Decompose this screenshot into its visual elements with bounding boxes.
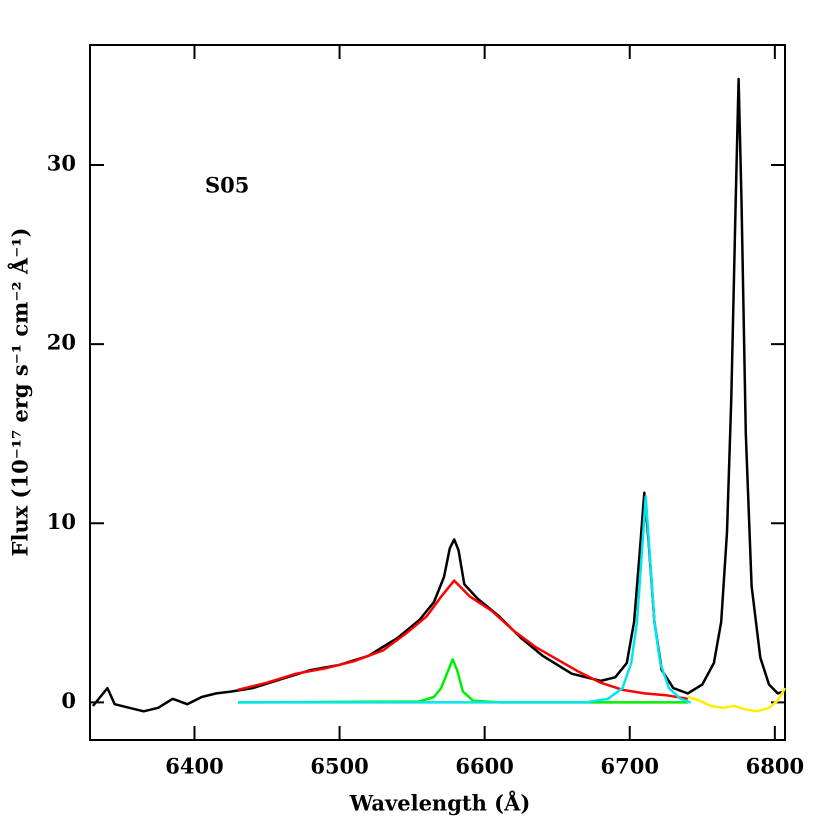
plot-frame bbox=[89, 44, 786, 741]
spectrum-line bbox=[91, 77, 784, 713]
spectrum-line bbox=[237, 658, 688, 704]
x-tick-label: 6800 bbox=[746, 754, 804, 779]
y-axis-label: Flux (10⁻¹⁷ erg s⁻¹ cm⁻² Å⁻¹) bbox=[8, 228, 33, 557]
x-tick-label: 6600 bbox=[455, 754, 513, 779]
spectrum-line bbox=[687, 687, 787, 713]
y-tick-label: 30 bbox=[47, 151, 76, 176]
y-tick-label: 20 bbox=[47, 330, 76, 355]
x-tick-label: 6400 bbox=[165, 754, 223, 779]
y-tick-label: 0 bbox=[61, 688, 76, 713]
spectrum-line bbox=[237, 579, 689, 701]
y-tick-label: 10 bbox=[47, 509, 76, 534]
x-tick-label: 6500 bbox=[310, 754, 368, 779]
x-tick-label: 6700 bbox=[601, 754, 659, 779]
annotation: S05 bbox=[205, 173, 249, 198]
spectrum-line bbox=[238, 495, 692, 704]
x-axis-label: Wavelength (Å) bbox=[349, 791, 531, 816]
